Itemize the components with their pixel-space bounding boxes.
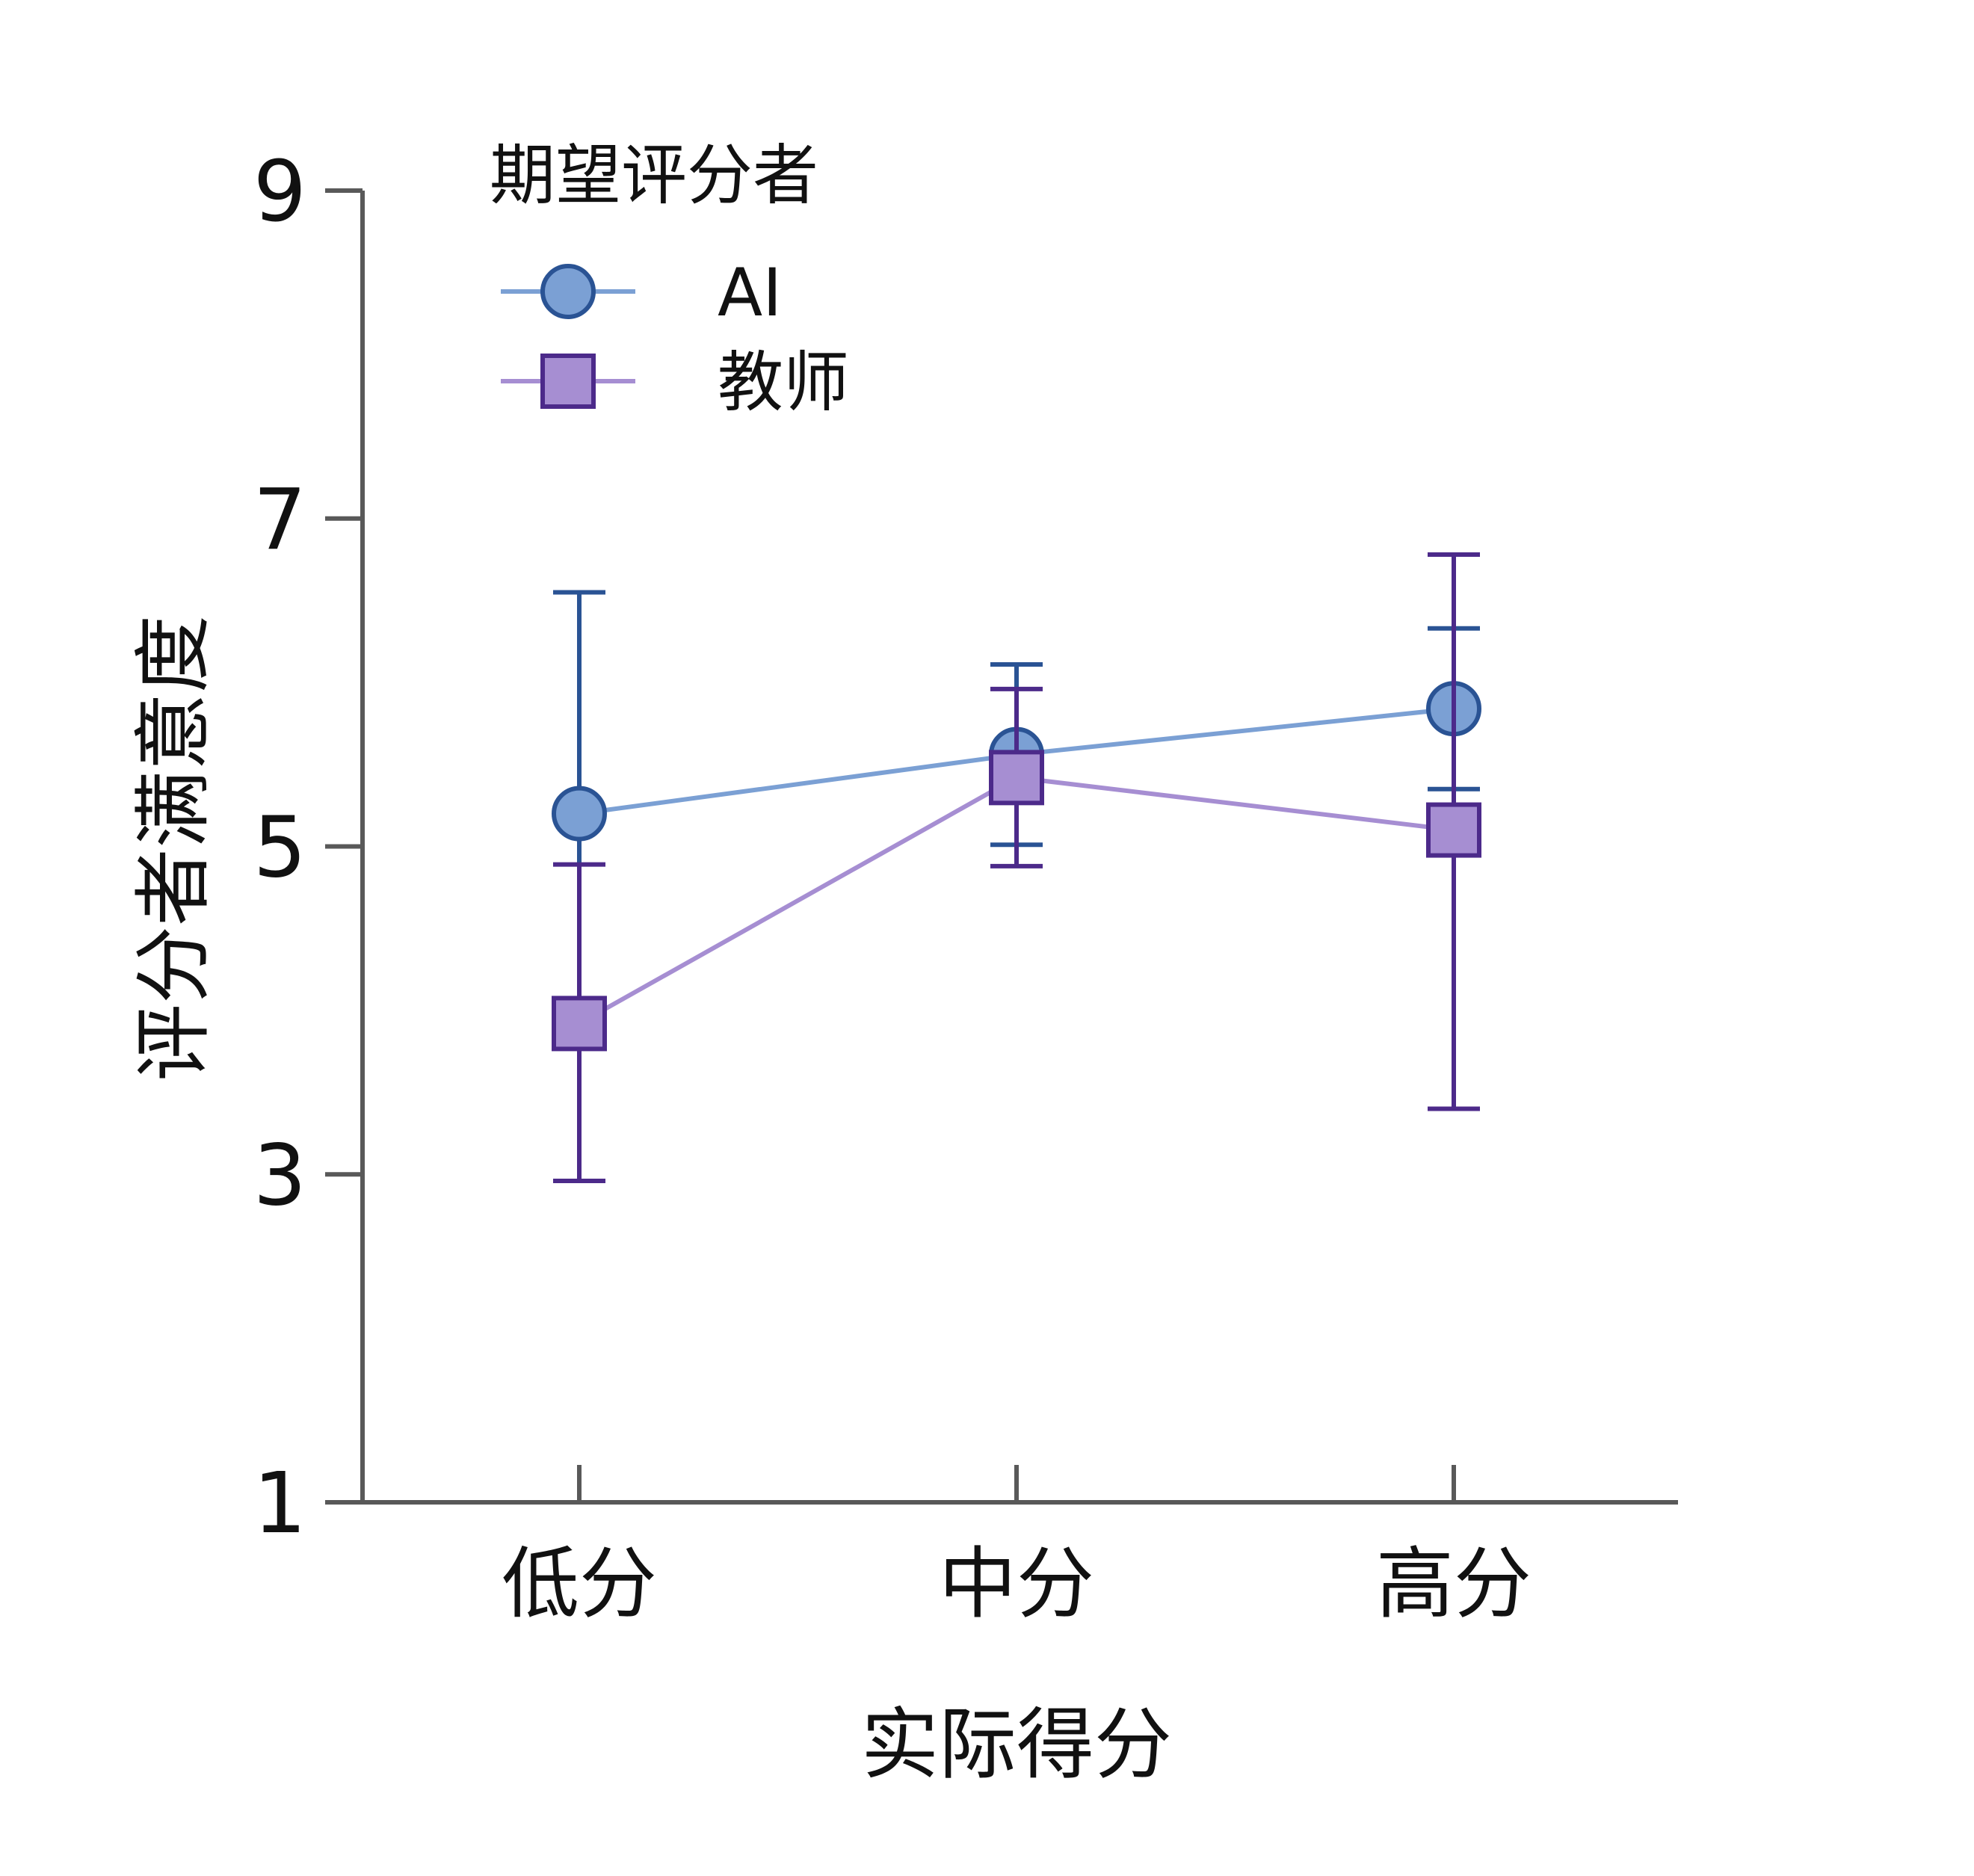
data-point: [552, 786, 607, 842]
legend-label: 教师: [718, 344, 849, 421]
y-tick-label: 9: [253, 144, 306, 241]
x-tick-label: 中分: [939, 1538, 1094, 1629]
y-tick-label: 1: [253, 1455, 306, 1552]
y-axis-title: 评分者满意度: [128, 615, 219, 1082]
plot-area: [552, 552, 1481, 1184]
data-point: [552, 996, 607, 1052]
series-teacher: [552, 552, 1481, 1184]
legend-item: 教师: [501, 344, 849, 421]
data-point: [1426, 802, 1481, 858]
legend: 期望评分者 AI 教师: [490, 137, 849, 421]
data-point: [989, 750, 1044, 806]
legend-item: AI: [501, 254, 782, 331]
legend-marker: [540, 354, 596, 409]
axes: 1 3 5 7 9 低分 中分 高分: [253, 144, 1678, 1629]
y-tick-label: 3: [253, 1127, 306, 1224]
legend-marker: [540, 264, 596, 319]
legend-title: 期望评分者: [490, 137, 818, 214]
x-tick-label: 高分: [1376, 1538, 1532, 1629]
legend-label: AI: [718, 254, 782, 331]
x-tick-label: 低分: [502, 1538, 657, 1629]
y-tick-label: 5: [253, 800, 306, 897]
y-tick-label: 7: [253, 472, 306, 569]
x-axis-title: 实际得分: [861, 1699, 1172, 1790]
